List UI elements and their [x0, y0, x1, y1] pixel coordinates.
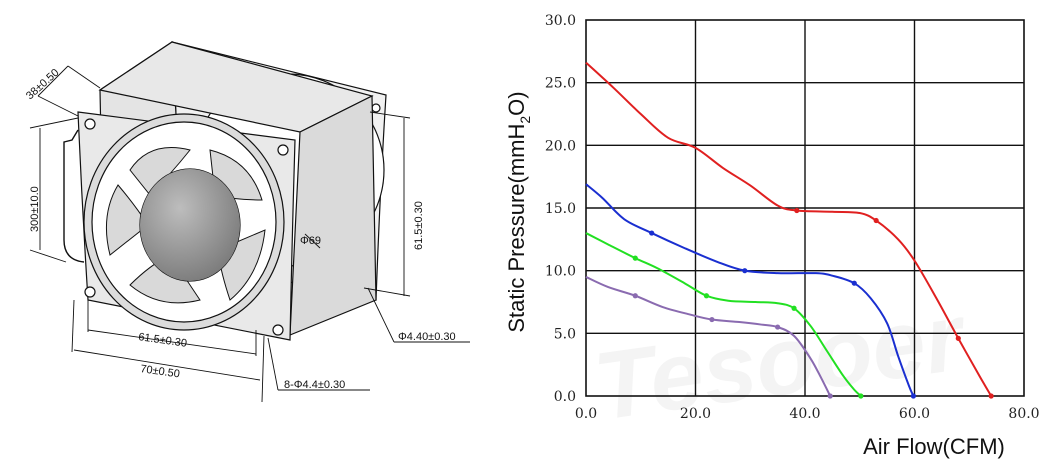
chart-grid	[585, 19, 1025, 397]
y-tick-label: 0.0	[554, 389, 576, 405]
series-point-3	[703, 293, 710, 299]
y-axis-label: Static Pressure(mmH2O)	[504, 91, 533, 332]
x-axis-label: Air Flow(CFM)	[863, 434, 1005, 459]
dim-depth: 38±0.50	[24, 67, 62, 102]
x-tick-label: 40.0	[789, 406, 820, 422]
fan-blades	[105, 147, 266, 304]
dim-lead-length: 300±10.0	[29, 186, 41, 232]
dim-frame-width: 70±0.50	[140, 363, 181, 380]
y-tick-label: 15.0	[545, 201, 576, 217]
dim-hole-spacing-h: 61.5±0.30	[138, 331, 188, 350]
series-line-2	[585, 183, 915, 397]
y-axis-label-main: Static Pressure(mmH	[504, 124, 529, 333]
series-point-2	[649, 230, 655, 236]
y-tick-label: 20.0	[545, 138, 576, 154]
dim-holes: 8-Φ4.4±0.30	[284, 379, 345, 391]
series-point-2	[851, 280, 857, 286]
dimension-lines	[29, 65, 470, 403]
y-tick-label: 25.0	[545, 76, 576, 92]
dim-hole-diameter: Φ4.40±0.30	[398, 331, 456, 343]
y-axis-label-sub: 2	[517, 116, 533, 124]
y-tick-label: 30.0	[545, 13, 576, 29]
series-line-3	[585, 232, 862, 397]
x-tick-label: 0.0	[575, 406, 597, 422]
x-tick-label: 20.0	[680, 406, 711, 422]
series-point-3	[858, 393, 864, 399]
series-point-1	[794, 207, 800, 214]
dim-bore: Φ69	[300, 235, 321, 247]
x-tick-label: 80.0	[1008, 406, 1039, 422]
series-point-3	[791, 305, 797, 311]
chart-ticks: 0.0 20.0 40.0 60.0 80.0 0.0 5.0 10.0 15.0 20.0 25.…	[545, 13, 1040, 422]
lead-wire	[63, 129, 85, 263]
series-point-2	[910, 393, 917, 399]
series-point-1	[955, 335, 961, 341]
series-point-4	[775, 324, 781, 330]
series-point-1	[873, 217, 879, 224]
fan-drawing	[63, 40, 387, 341]
x-tick-label: 60.0	[899, 406, 930, 422]
chart-series	[585, 61, 994, 399]
y-tick-label: 5.0	[554, 326, 576, 342]
series-point-1	[988, 393, 994, 399]
y-tick-label: 10.0	[545, 264, 576, 280]
series-line-1	[585, 61, 993, 397]
dim-hole-spacing-v: 61.5±0.30	[413, 201, 425, 250]
series-point-4	[827, 393, 833, 399]
series-point-3	[632, 255, 638, 261]
series-point-4	[632, 293, 638, 299]
pq-chart: 0.0 20.0 40.0 60.0 80.0 0.0 5.0 10.0 15.0 20.0 25.…	[504, 13, 1040, 459]
series-point-2	[742, 268, 748, 274]
y-axis-label-end: O)	[504, 91, 529, 115]
series-point-4	[709, 316, 715, 323]
